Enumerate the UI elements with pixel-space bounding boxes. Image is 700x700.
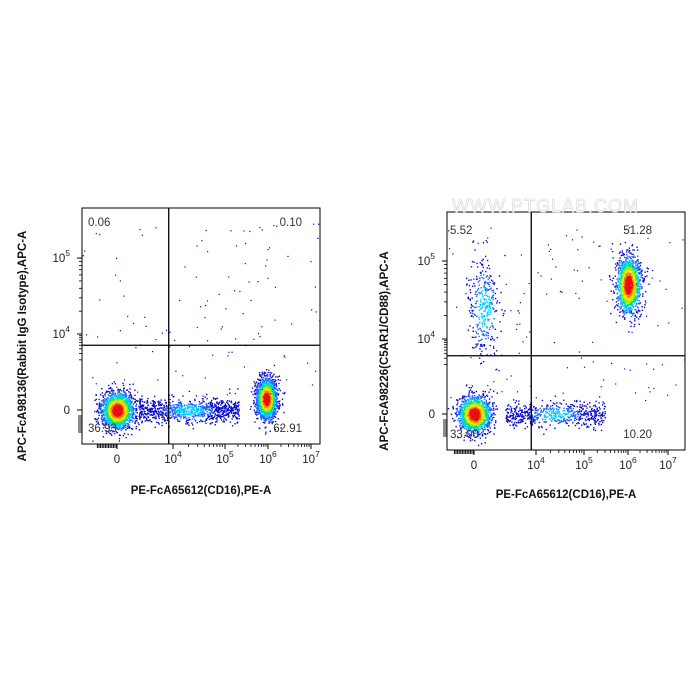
y-axis-label: APC-FcA98136(Rabbit IgG Isotype),APC-A xyxy=(17,231,29,462)
x-tick-label: 104 xyxy=(164,449,182,466)
quadrant-label-top-left: 5.52 xyxy=(450,225,472,237)
scatter-noise xyxy=(448,227,685,406)
population-2 xyxy=(461,239,519,372)
event-dots xyxy=(82,223,320,444)
x-axis-label: PE-FcA65612(CD16),PE-A xyxy=(496,489,637,501)
quadrant-label-bottom-right: 62.91 xyxy=(273,423,302,435)
quadrant-label-top-right: 51.28 xyxy=(623,225,652,237)
y-tick-label: 0 xyxy=(64,405,70,417)
y-axis-label: APC-FcA98226(C5AR1/CD88),APC-A xyxy=(379,251,391,450)
y-tick-label: 104 xyxy=(52,324,70,341)
y-tick-label: 104 xyxy=(417,329,435,346)
x-tick-label: 0 xyxy=(471,460,477,472)
quadrant-label-bottom-left: 36.93 xyxy=(88,423,117,435)
x-tick-label: 0 xyxy=(114,454,120,466)
quadrant-label-top-left: 0.06 xyxy=(88,217,110,229)
watermark-text: WWW.PTGLAB.COM xyxy=(452,196,639,217)
y-tick-label: 105 xyxy=(52,248,70,265)
scatter-noise xyxy=(82,223,320,397)
y-tick-label: 0 xyxy=(429,409,435,421)
quadrant-label-top-right: 0.10 xyxy=(280,217,302,229)
plot-frame xyxy=(446,211,686,451)
population-2 xyxy=(138,388,240,430)
x-tick-label: 105 xyxy=(575,455,593,472)
population-0 xyxy=(92,381,156,444)
quadrant-label-bottom-right: 10.20 xyxy=(623,429,652,441)
x-tick-label: 105 xyxy=(216,449,234,466)
x-axis-label: PE-FcA65612(CD16),PE-A xyxy=(131,485,272,497)
x-tick-label: 104 xyxy=(527,455,545,472)
population-3 xyxy=(505,395,606,435)
x-tick-label: 106 xyxy=(259,449,277,466)
dot-plot-isotype: 0.06 0.10 36.93 62.91 0 104 105 106 107 0 104 105 PE… xyxy=(17,207,321,497)
quadrant-label-bottom-left: 33.00 xyxy=(450,429,479,441)
population-0 xyxy=(447,384,499,447)
plot-frame xyxy=(81,207,321,445)
population-1 xyxy=(608,241,650,333)
y-tick-label: 105 xyxy=(417,251,435,268)
x-tick-label: 107 xyxy=(659,455,677,472)
event-dots xyxy=(447,227,685,447)
population-1 xyxy=(249,364,286,435)
dot-plot-c5ar1: 5.52 51.28 33.00 10.20 0 104 105 106 107 0 104 105 P… xyxy=(379,211,686,501)
x-tick-label: 107 xyxy=(302,449,320,466)
x-tick-label: 106 xyxy=(619,455,637,472)
